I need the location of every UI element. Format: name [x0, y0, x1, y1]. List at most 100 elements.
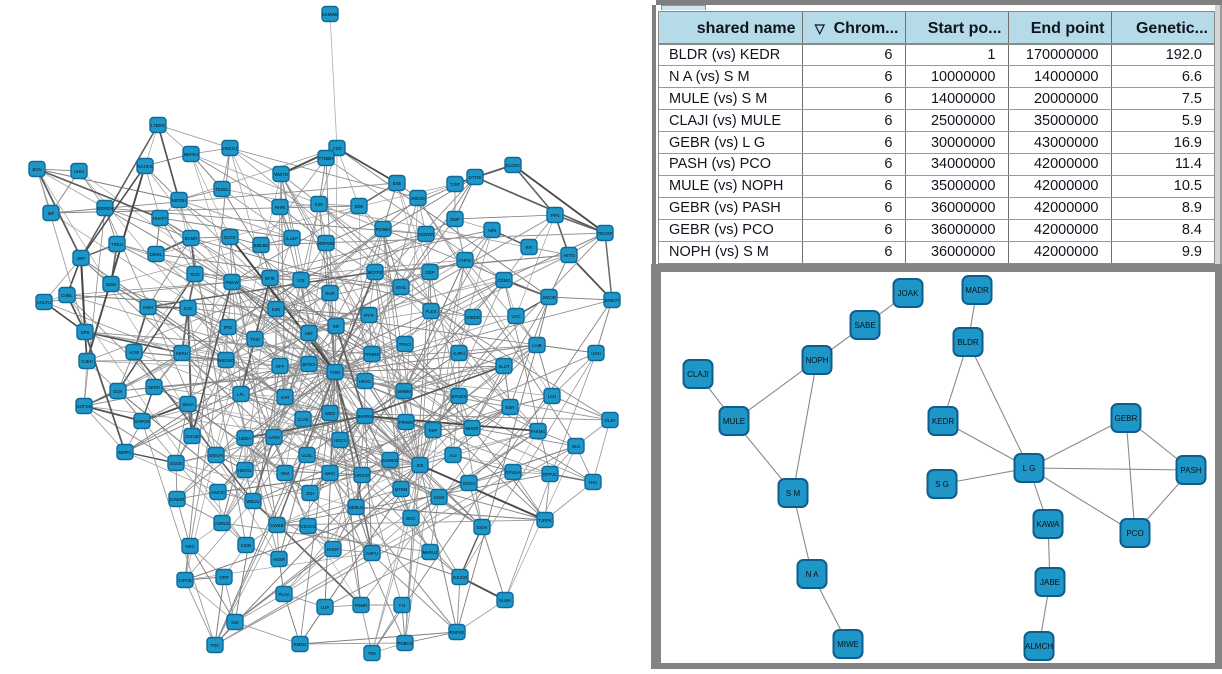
svg-text:BFIE: BFIE — [265, 276, 275, 281]
svg-text:EIEOH: EIEOH — [209, 453, 222, 458]
svg-text:JUHJB: JUHJB — [185, 434, 199, 439]
svg-text:TPKCI: TPKCI — [399, 342, 412, 347]
svg-text:TREU: TREU — [111, 242, 123, 247]
svg-text:CIPCB: CIPCB — [178, 578, 191, 583]
svg-text:JWT: JWT — [77, 256, 86, 261]
svg-text:OPPJC: OPPJC — [543, 472, 557, 477]
svg-text:KWH: KWH — [143, 305, 153, 310]
svg-text:CSD: CSD — [332, 146, 341, 151]
svg-text:GEBR: GEBR — [1115, 414, 1138, 423]
svg-text:HBJGL: HBJGL — [238, 468, 252, 473]
svg-text:TBUGP: TBUGP — [598, 231, 613, 236]
svg-text:IOAIL: IOAIL — [396, 285, 408, 290]
svg-text:KUR: KUR — [325, 291, 334, 296]
svg-text:TKIS: TKIS — [250, 337, 260, 342]
svg-text:KEMWB: KEMWB — [322, 12, 338, 17]
svg-text:PNBCS: PNBCS — [398, 641, 413, 646]
svg-text:JOAK: JOAK — [898, 289, 920, 298]
svg-text:ESR: ESR — [506, 405, 515, 410]
svg-text:S G: S G — [935, 480, 949, 489]
svg-text:HODWN: HODWN — [418, 232, 435, 237]
svg-text:CDMG: CDMG — [497, 278, 511, 283]
svg-text:CLAK: CLAK — [297, 417, 308, 422]
svg-text:PIRWG: PIRWG — [399, 420, 414, 425]
svg-text:JNESD: JNESD — [411, 196, 425, 201]
svg-text:MULE: MULE — [723, 417, 745, 426]
svg-text:MCFFE: MCFFE — [368, 270, 383, 275]
svg-text:FAKMC: FAKMC — [531, 429, 546, 434]
svg-text:HDCII: HDCII — [334, 438, 346, 443]
svg-text:UGH: UGH — [591, 351, 601, 356]
svg-text:AGRLE: AGRLE — [215, 521, 230, 526]
svg-text:BKRRS: BKRRS — [358, 414, 373, 419]
svg-text:ILULP: ILULP — [286, 236, 298, 241]
svg-text:NLMH: NLMH — [499, 598, 511, 603]
svg-text:DDP: DDP — [425, 270, 434, 275]
svg-text:HRAC: HRAC — [359, 379, 371, 384]
svg-text:LTBRG: LTBRG — [151, 123, 166, 128]
svg-text:MKRUJ: MKRUJ — [423, 550, 438, 555]
svg-text:WBO: WBO — [325, 411, 336, 416]
svg-text:PWLW: PWLW — [225, 280, 239, 285]
svg-text:AJJ: AJJ — [449, 453, 456, 458]
svg-text:SMMM: SMMM — [397, 389, 411, 394]
svg-text:BLDR: BLDR — [957, 338, 979, 347]
svg-text:GPUUA: GPUUA — [505, 470, 520, 475]
svg-text:WDREN: WDREN — [97, 206, 113, 211]
svg-text:HSSR: HSSR — [273, 557, 285, 562]
svg-text:SNKOT: SNKOT — [605, 298, 620, 303]
svg-text:EMLBE: EMLBE — [254, 243, 269, 248]
svg-text:HNCGJ: HNCGJ — [223, 146, 238, 151]
svg-text:NCHCS: NCHCS — [137, 164, 152, 169]
svg-text:FIJ: FIJ — [399, 603, 405, 608]
svg-text:IPFR: IPFR — [364, 313, 374, 318]
svg-text:SEAA: SEAA — [182, 402, 194, 407]
svg-text:OJML: OJML — [61, 293, 73, 298]
svg-text:JGH: JGH — [306, 491, 315, 496]
svg-text:MIWE: MIWE — [837, 640, 859, 649]
svg-text:MKPEJ: MKPEJ — [184, 152, 198, 157]
svg-text:INF: INF — [333, 324, 340, 329]
svg-text:NOPH: NOPH — [805, 356, 828, 365]
svg-text:N A: N A — [806, 570, 820, 579]
svg-text:LFL: LFL — [237, 392, 245, 397]
svg-text:TOC: TOC — [211, 643, 220, 648]
svg-text:BGC: BGC — [406, 516, 415, 521]
svg-text:TTMBH: TTMBH — [319, 156, 334, 161]
svg-text:JWCIR: JWCIR — [542, 295, 556, 300]
svg-text:RCD: RCD — [190, 272, 199, 277]
svg-text:EDK: EDK — [355, 204, 364, 209]
svg-text:PLES: PLES — [426, 309, 437, 314]
svg-text:FOM: FOM — [330, 370, 340, 375]
svg-text:S M: S M — [786, 489, 801, 498]
svg-text:ALMCH: ALMCH — [1025, 642, 1053, 651]
svg-text:SABE: SABE — [854, 321, 875, 330]
svg-text:JABE: JABE — [1040, 578, 1060, 587]
svg-text:TJSF: TJSF — [450, 182, 461, 187]
svg-text:AWCIC: AWCIC — [211, 490, 225, 495]
svg-text:WWTB: WWTB — [274, 172, 288, 177]
svg-text:KSN: KSN — [272, 307, 281, 312]
svg-text:BCMR: BCMR — [185, 236, 198, 241]
svg-text:CLAJI: CLAJI — [687, 370, 709, 379]
svg-text:RHDF: RHDF — [327, 547, 339, 552]
svg-text:AETO: AETO — [563, 253, 575, 258]
svg-text:AEN: AEN — [488, 228, 497, 233]
svg-text:LCH: LCH — [548, 394, 557, 399]
svg-text:NEBLO: NEBLO — [349, 505, 364, 510]
svg-text:SERR: SERR — [148, 385, 160, 390]
svg-text:MMPC: MMPC — [118, 450, 131, 455]
svg-text:NIM: NIM — [281, 471, 289, 476]
svg-text:GJRH: GJRH — [453, 351, 465, 356]
svg-text:BFNCI: BFNCI — [303, 362, 316, 367]
svg-text:DMP: DMP — [450, 217, 460, 222]
svg-text:UHCI: UHCI — [74, 169, 85, 174]
svg-text:FHFN: FHFN — [459, 258, 470, 263]
svg-text:RHRI: RHRI — [275, 205, 286, 210]
svg-text:AARS: AARS — [268, 435, 280, 440]
svg-text:KSK: KSK — [315, 202, 324, 207]
svg-text:OKC: OKC — [185, 544, 194, 549]
svg-text:SLUT: SLUT — [499, 364, 510, 369]
svg-text:PLAA: PLAA — [279, 592, 290, 597]
svg-text:AEF: AEF — [305, 331, 314, 336]
